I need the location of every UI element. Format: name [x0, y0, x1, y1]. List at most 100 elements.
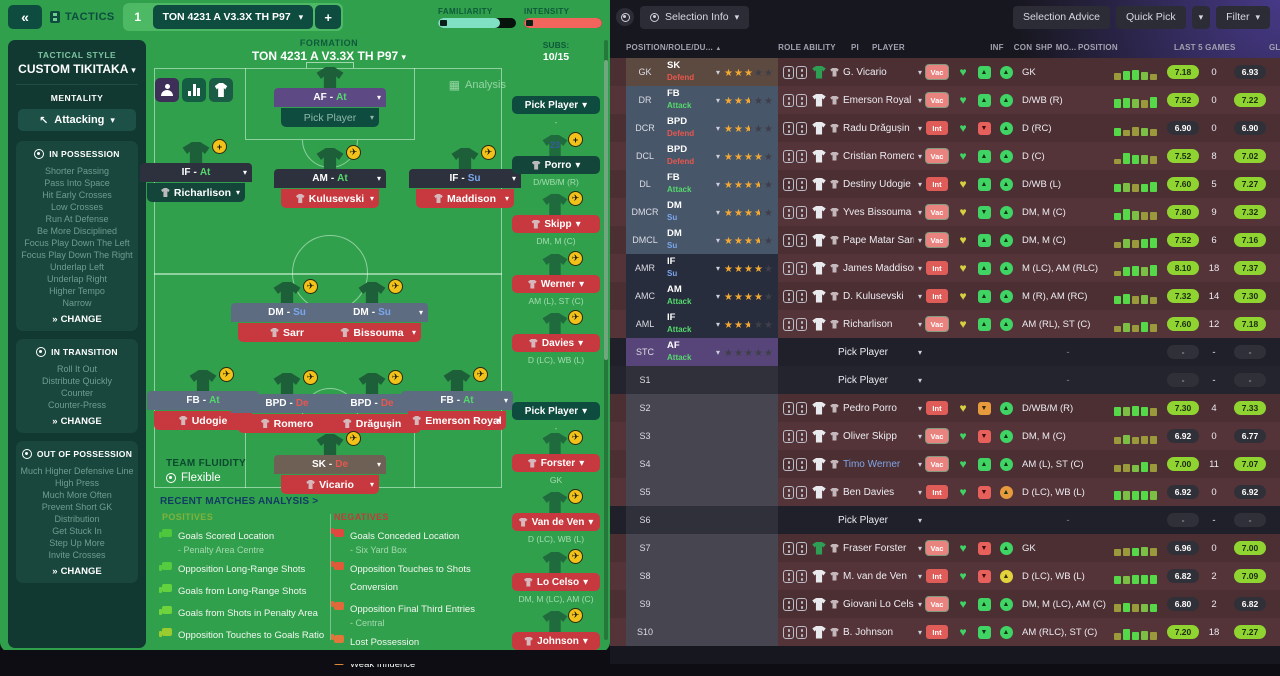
player-dropdown[interactable]: Pape Matar Sarr ▾ [812, 233, 922, 247]
position-role-block[interactable]: DCL BPD Defend ▾ ★★★★★ [626, 142, 778, 170]
column-header[interactable]: MO... [1055, 42, 1077, 52]
player-dropdown[interactable]: D. Kulusevski ▾ [812, 289, 922, 303]
player-instructions-icon[interactable] [778, 597, 812, 611]
position-role-block[interactable]: STC AF Attack ▾ ★★★★★ [626, 338, 778, 366]
player-instructions-icon[interactable] [778, 149, 812, 163]
player-dropdown[interactable]: B. Johnson ▾ [812, 625, 922, 639]
player-dropdown[interactable]: Pick Player ▾ [512, 96, 600, 114]
player-dropdown[interactable]: Lo Celso ▾ [512, 573, 600, 591]
role-dropdown[interactable]: IF - Su ▾ [409, 169, 521, 188]
player-dropdown[interactable]: Werner ▾ [512, 275, 600, 293]
table-row-dcl[interactable]: DCL BPD Defend ▾ ★★★★★ Cristian Romero ▾ Vac ♥ ▲… [610, 142, 1280, 170]
column-header[interactable]: CON [1013, 42, 1033, 52]
table-row-s4[interactable]: S4 Timo Werner ▾ Vac ♥ ▲ ▲ AM (L), ST (C) 7.00 1… [610, 450, 1280, 478]
player-dropdown[interactable]: James Maddison ▾ [812, 261, 922, 275]
player-dropdown[interactable]: Fraser Forster ▾ [812, 541, 922, 555]
player-dropdown[interactable]: Porro ▾ [512, 156, 600, 174]
role-dropdown[interactable]: DM-Su▾ [316, 303, 428, 322]
player-dropdown[interactable]: Cristian Romero ▾ [812, 149, 922, 163]
position-role-block[interactable]: DCR BPD Defend ▾ ★★★ ★★ [626, 114, 778, 142]
table-row-s10[interactable]: S10 B. Johnson ▾ Int ♥ ▼ ▲ AM (RLC), ST (C) 7.2… [610, 618, 1280, 646]
column-header[interactable]: PLAYER [872, 42, 905, 52]
position-role-block[interactable]: S10 [626, 618, 778, 646]
position-role-block[interactable]: S8 [626, 562, 778, 590]
quick-pick-chevron-button[interactable]: ▾ [1191, 5, 1211, 29]
column-header[interactable]: SHP [1035, 42, 1053, 52]
player-dropdown[interactable]: Bissouma ▾ [323, 323, 421, 342]
player-dropdown[interactable]: G. Vicario ▾ [812, 65, 922, 79]
player-instructions-icon[interactable] [778, 485, 812, 499]
position-role-block[interactable]: GK SK Defend ▾ ★★★★★ [626, 58, 778, 86]
column-header[interactable]: INF [990, 42, 1004, 52]
player-instructions-icon[interactable] [778, 429, 812, 443]
table-row-s8[interactable]: S8 M. van de Ven ▾ Int ♥ ▼ ▲ D (LC), WB (L) 6.8… [610, 562, 1280, 590]
position-role-block[interactable]: DR FB Attack ▾ ★★★ ★★ [626, 86, 778, 114]
player-dropdown[interactable]: Van de Ven ▾ [512, 513, 600, 531]
position-role-block[interactable]: S2 [626, 394, 778, 422]
player-dropdown[interactable]: Vicario ▾ [281, 475, 379, 494]
player-dropdown[interactable]: Oliver Skipp ▾ [812, 429, 922, 443]
table-row-s9[interactable]: S9 Giovani Lo Celso ▾ Vac ♥ ▲ ▲ DM, M (LC), AM… [610, 590, 1280, 618]
player-dropdown[interactable]: Pedro Porro ▾ [812, 401, 922, 415]
role-dropdown[interactable]: FB-At▾ [401, 391, 513, 410]
role-dropdown[interactable]: AF - At ▾ [274, 88, 386, 107]
quick-pick-button[interactable]: Quick Pick [1116, 5, 1186, 29]
player-dropdown[interactable]: Richarlison ▾ [812, 317, 922, 331]
formation-title-dropdown[interactable]: TON 4231 A V3.3X TH P97 ▾ [251, 49, 407, 63]
player-instructions-icon[interactable] [778, 261, 812, 275]
stats-view-button[interactable] [182, 78, 206, 102]
analysis-button[interactable]: ▦ Analysis [449, 78, 506, 92]
column-header[interactable]: ROLE ABILITY [778, 42, 836, 52]
role-dropdown[interactable]: AM - At ▾ [274, 169, 386, 188]
position-role-block[interactable]: S9 [626, 590, 778, 618]
selection-advice-button[interactable]: Selection Advice [1012, 5, 1110, 29]
player-dropdown[interactable]: Pick Player ▾ [512, 402, 600, 420]
player-dropdown[interactable]: Ben Davies ▾ [812, 485, 922, 499]
player-dropdown[interactable]: Skipp ▾ [512, 215, 600, 233]
player-dropdown[interactable]: Giovani Lo Celso ▾ [812, 597, 922, 611]
filter-button[interactable]: Filter ▾ [1216, 5, 1270, 29]
subs-scrollbar[interactable] [604, 40, 608, 640]
table-row-s1[interactable]: S1 Pick Player ▾ - - - - [610, 366, 1280, 394]
table-row-s7[interactable]: S7 Fraser Forster ▾ Vac ♥ ▼ ▲ GK 6.96 0 7.00 [610, 534, 1280, 562]
position-role-block[interactable]: S5 [626, 478, 778, 506]
position-role-block[interactable]: DL FB Attack ▾ ★★★★ ★ [626, 170, 778, 198]
change-button[interactable]: » CHANGE [52, 566, 102, 577]
player-dropdown[interactable]: Pick Player ▾ [837, 346, 922, 358]
back-button[interactable]: « [8, 5, 42, 29]
table-row-s6[interactable]: S6 Pick Player ▾ - - - - [610, 506, 1280, 534]
position-role-block[interactable]: AMC AM Attack ▾ ★★★★★ [626, 282, 778, 310]
player-dropdown[interactable]: Romero▾ [238, 414, 336, 433]
add-tactic-button[interactable]: + [315, 5, 342, 29]
player-dropdown[interactable]: Forster ▾ [512, 454, 600, 472]
kit-view-button[interactable] [209, 78, 233, 102]
player-dropdown[interactable]: Sarr▾ [238, 323, 336, 342]
player-view-button[interactable] [155, 78, 179, 102]
column-header[interactable]: GLS [1268, 42, 1280, 52]
tactic-tab-number[interactable]: 1 [134, 10, 141, 24]
player-instructions-icon[interactable] [778, 317, 812, 331]
player-dropdown[interactable]: Pick Player ▾ [837, 374, 922, 386]
position-role-block[interactable]: DMCL DM Su ▾ ★★★★ ★ [626, 226, 778, 254]
player-dropdown[interactable]: Richarlison ▾ [147, 183, 245, 202]
player-instructions-icon[interactable] [778, 625, 812, 639]
player-dropdown[interactable]: Radu Drăgușin ▾ [812, 121, 922, 135]
column-header[interactable]: PI [851, 42, 859, 52]
player-instructions-icon[interactable] [778, 65, 812, 79]
position-role-block[interactable]: S6 [626, 506, 778, 534]
player-dropdown[interactable]: Johnson ▾ [512, 632, 600, 650]
change-button[interactable]: » CHANGE [52, 314, 102, 325]
player-dropdown[interactable]: Emerson Royal ▾ [408, 411, 506, 430]
player-dropdown[interactable]: Davies ▾ [512, 334, 600, 352]
position-role-block[interactable]: DMCR DM Su ▾ ★★★★ ★ [626, 198, 778, 226]
player-instructions-icon[interactable] [778, 289, 812, 303]
table-row-amr[interactable]: AMR IF Su ▾ ★★★★★ James Maddison ▾ Int ♥ ▲ ▲ M (LC… [610, 254, 1280, 282]
column-header[interactable]: POSITION/ROLE/DU... ▲ [626, 42, 722, 52]
position-role-block[interactable]: S3 [626, 422, 778, 450]
player-dropdown[interactable]: Kulusevski ▾ [281, 189, 379, 208]
column-header[interactable]: POSITION [1078, 42, 1118, 52]
